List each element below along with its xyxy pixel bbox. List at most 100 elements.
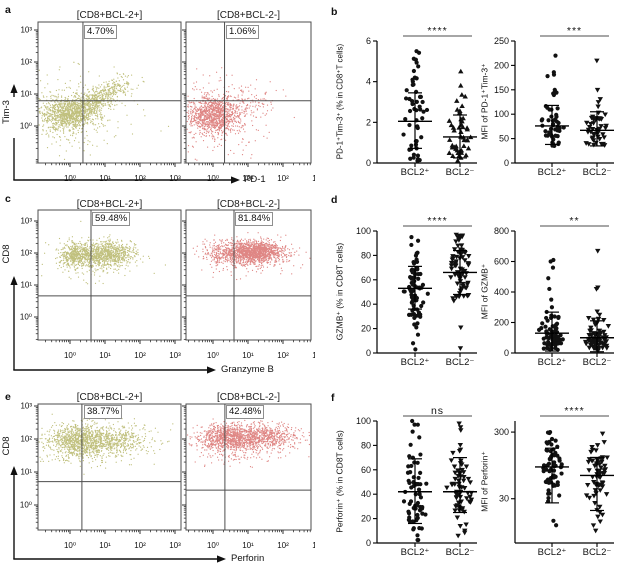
significance-label: ** [569, 215, 580, 227]
svg-text:10²: 10² [134, 351, 146, 360]
panel-b: b PD-1⁺Tim-3⁺ (% in CD8⁺T cells) MFI of … [315, 0, 629, 190]
group-label: BCL2⁻ [582, 357, 612, 368]
svg-text:10¹: 10¹ [99, 541, 111, 550]
svg-text:10²: 10² [134, 174, 146, 183]
panel-c-letter: c [5, 193, 11, 205]
svg-text:100: 100 [356, 416, 371, 426]
svg-text:600: 600 [494, 257, 509, 267]
flow-x-axis-label: PD-1 [244, 174, 266, 185]
svg-text:20: 20 [361, 514, 371, 524]
flow-y-axis-label: Tim-3 [1, 100, 12, 124]
svg-text:6: 6 [366, 36, 371, 46]
svg-text:10⁰: 10⁰ [20, 313, 32, 322]
svg-text:10²: 10² [20, 58, 32, 67]
svg-text:10³: 10³ [20, 402, 32, 411]
svg-text:10²: 10² [277, 541, 289, 550]
svg-text:10³: 10³ [312, 541, 315, 550]
svg-text:400: 400 [494, 287, 509, 297]
svg-text:10⁰: 10⁰ [64, 541, 76, 550]
svg-text:2: 2 [366, 117, 371, 127]
svg-text:50: 50 [499, 134, 509, 144]
svg-text:10¹: 10¹ [20, 468, 32, 477]
panel-a: a [CD8+BCL-2+] [CD8+BCL-2-] 4.70% 1.06% … [0, 0, 315, 190]
svg-text:10²: 10² [277, 351, 289, 360]
flow-title-bcl2-pos: [CD8+BCL-2+] [76, 199, 143, 210]
svg-text:4: 4 [366, 77, 371, 87]
flow-title-bcl2-pos: [CD8+BCL-2+] [76, 392, 143, 403]
significance-label: *** [566, 25, 583, 37]
significance-label: **** [427, 215, 448, 227]
svg-text:10²: 10² [20, 249, 32, 258]
svg-text:10³: 10³ [169, 351, 181, 360]
svg-text:10³: 10³ [312, 351, 315, 360]
flow-x-axis-label: Granzyme B [221, 364, 274, 375]
group-label: BCL2⁻ [582, 547, 612, 558]
svg-text:60: 60 [361, 465, 371, 475]
svg-text:10¹: 10¹ [242, 541, 254, 550]
quadrant-percent: 1.06% [226, 25, 259, 39]
flow-canvas-c: 10⁰ 10¹ 10² 10³ 10⁰ 10¹ 10² 10³ 10⁰ 10¹ 10² 10³ [10, 209, 315, 374]
y-axis-label: MFI of GZMB⁺ [479, 263, 490, 320]
panel-b-letter: b [331, 6, 338, 18]
svg-text:10⁰: 10⁰ [207, 351, 219, 360]
svg-text:100: 100 [356, 226, 371, 236]
group-label: BCL2⁻ [445, 547, 475, 558]
flow-y-axis-label: CD8 [1, 436, 12, 456]
group-label: BCL2⁺ [537, 357, 567, 368]
quadrant-percent: 81.84% [235, 212, 274, 226]
svg-text:10³: 10³ [20, 26, 32, 35]
svg-text:30: 30 [499, 494, 509, 504]
svg-text:60: 60 [361, 275, 371, 285]
svg-text:0: 0 [504, 158, 509, 168]
quadrant-percent: 42.48% [226, 405, 265, 419]
svg-text:800: 800 [494, 226, 509, 236]
dot-canvas-d: 0 20 40 60 80 100 0 200 400 600 800 [356, 225, 614, 358]
flow-x-axis-label: Perforin [231, 553, 265, 564]
svg-text:10¹: 10¹ [20, 90, 32, 99]
svg-text:40: 40 [361, 489, 371, 499]
flow-title-bcl2-neg: [CD8+BCL-2-] [216, 199, 281, 210]
panel-c: c [CD8+BCL-2+] [CD8+BCL-2-] 59.48% 81.84… [0, 190, 315, 380]
flow-title-bcl2-pos: [CD8+BCL-2+] [76, 10, 143, 21]
svg-text:10³: 10³ [169, 174, 181, 183]
panel-e: e [CD8+BCL-2+] [CD8+BCL-2-] 38.77% 42.48… [0, 380, 315, 568]
panel-f: f Perforin⁺ (% in CD8T cells) MFI of Per… [315, 380, 629, 568]
flow-y-axis-label: CD8 [1, 244, 12, 264]
group-label: BCL2⁻ [582, 167, 612, 178]
svg-text:0: 0 [366, 158, 371, 168]
svg-text:10¹: 10¹ [242, 351, 254, 360]
svg-text:80: 80 [361, 440, 371, 450]
quadrant-percent: 4.70% [84, 25, 117, 39]
svg-text:10³: 10³ [169, 541, 181, 550]
significance-label: ns [430, 405, 445, 417]
svg-text:10³: 10³ [312, 174, 315, 183]
svg-text:10²: 10² [277, 174, 289, 183]
svg-text:10⁰: 10⁰ [207, 541, 219, 550]
dot-canvas-f: 0 20 40 60 80 100 30 300 [356, 415, 614, 548]
y-axis-label: Perforin⁺ (% in CD8T cells) [334, 430, 345, 533]
svg-text:10²: 10² [134, 541, 146, 550]
svg-text:80: 80 [361, 250, 371, 260]
flow-title-bcl2-neg: [CD8+BCL-2-] [216, 392, 281, 403]
svg-text:10⁰: 10⁰ [20, 122, 32, 131]
group-label: BCL2⁺ [537, 547, 567, 558]
panel-e-letter: e [5, 391, 11, 403]
svg-text:10¹: 10¹ [242, 174, 254, 183]
svg-text:200: 200 [494, 60, 509, 70]
group-label: BCL2⁺ [400, 357, 430, 368]
svg-text:10⁰: 10⁰ [20, 501, 32, 510]
significance-label: **** [564, 405, 585, 417]
svg-text:20: 20 [361, 324, 371, 334]
group-label: BCL2⁺ [537, 167, 567, 178]
svg-text:0: 0 [366, 348, 371, 358]
svg-text:10⁰: 10⁰ [207, 174, 219, 183]
group-label: BCL2⁻ [445, 167, 475, 178]
svg-text:200: 200 [494, 318, 509, 328]
group-label: BCL2⁻ [445, 357, 475, 368]
svg-text:150: 150 [494, 85, 509, 95]
svg-text:0: 0 [366, 538, 371, 548]
y-axis-label: MFI of Perforin⁺ [479, 451, 490, 512]
flow-title-bcl2-neg: [CD8+BCL-2-] [216, 10, 281, 21]
flow-canvas-a: 10⁰ 10¹ 10² 10³ 10⁰ 10¹ 10² 10³ 10⁰ 10¹ 10² 10³ [10, 21, 315, 184]
